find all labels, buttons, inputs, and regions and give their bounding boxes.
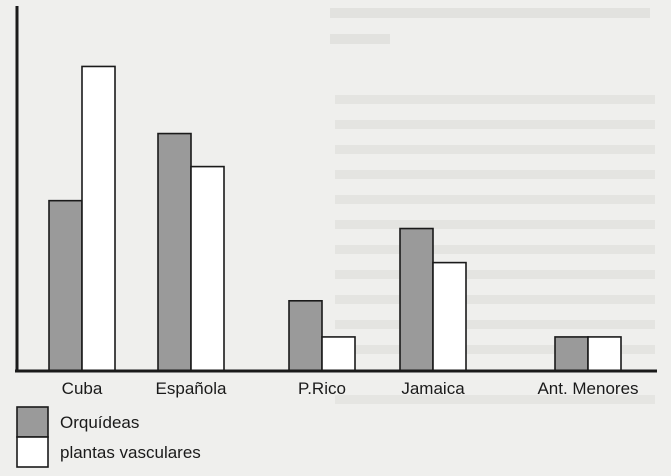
legend-swatch-plantas-vasculares (16, 436, 49, 468)
bar-ant-menores-orquideas (554, 336, 589, 372)
legend: Orquídeas plantas vasculares (16, 406, 201, 468)
background-texture (330, 8, 655, 404)
x-tick-label-espanola: Española (156, 379, 227, 398)
x-tick-label-cuba: Cuba (62, 379, 103, 398)
bar-jamaica-plantas-vasculares (432, 261, 467, 372)
bar-series-group (48, 65, 622, 372)
x-tick-label-jamaica: Jamaica (401, 379, 465, 398)
x-tick-label-ant-menores: Ant. Menores (537, 379, 638, 398)
x-tick-label-p-rico: P.Rico (298, 379, 346, 398)
bar-ant-menores-plantas-vasculares (587, 336, 622, 372)
bar-cuba-plantas-vasculares (81, 65, 116, 372)
bar-cuba-orquideas (48, 199, 83, 372)
bar-p-rico-orquideas (288, 299, 323, 372)
legend-swatch-orquideas (16, 406, 49, 438)
legend-label-orquideas: Orquídeas (60, 413, 139, 432)
x-tick-labels: Cuba Española P.Rico Jamaica Ant. Menores (62, 379, 639, 398)
legend-label-plantas-vasculares: plantas vasculares (60, 443, 201, 462)
bar-jamaica-orquideas (399, 227, 434, 372)
bar-p-rico-plantas-vasculares (321, 336, 356, 372)
bar-espanola-plantas-vasculares (190, 165, 225, 372)
bar-espanola-orquideas (157, 132, 192, 372)
